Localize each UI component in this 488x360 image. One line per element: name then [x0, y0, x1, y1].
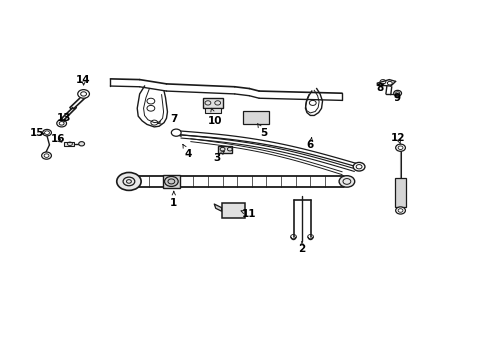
Polygon shape [214, 204, 221, 211]
Bar [221, 203, 244, 219]
Text: 15: 15 [30, 128, 44, 138]
Bar [242, 111, 269, 125]
Circle shape [393, 90, 401, 96]
Circle shape [117, 172, 141, 190]
Circle shape [78, 90, 89, 98]
Bar [64, 141, 74, 146]
Circle shape [171, 129, 181, 136]
Text: 9: 9 [392, 93, 399, 103]
Text: 7: 7 [170, 114, 177, 124]
Bar [203, 98, 222, 108]
Circle shape [41, 152, 51, 159]
Text: 5: 5 [260, 129, 267, 138]
Text: 8: 8 [376, 83, 383, 93]
Circle shape [338, 176, 354, 187]
Circle shape [57, 120, 66, 127]
Bar [394, 178, 406, 207]
Text: 1: 1 [170, 198, 177, 208]
Text: 2: 2 [298, 244, 305, 254]
Text: 10: 10 [207, 116, 222, 126]
Text: 6: 6 [306, 140, 313, 150]
Text: 4: 4 [184, 149, 192, 159]
Text: 16: 16 [51, 135, 65, 144]
Circle shape [395, 144, 405, 151]
Bar [204, 108, 221, 113]
Circle shape [395, 207, 405, 214]
Circle shape [79, 141, 84, 146]
Bar [217, 145, 232, 153]
Bar [162, 175, 180, 188]
Text: 11: 11 [242, 209, 256, 219]
Text: 3: 3 [213, 153, 220, 163]
Circle shape [352, 162, 364, 171]
Circle shape [42, 130, 51, 136]
Text: 14: 14 [76, 75, 91, 85]
Text: 13: 13 [57, 113, 71, 123]
Circle shape [164, 176, 178, 186]
Text: 12: 12 [390, 133, 405, 143]
